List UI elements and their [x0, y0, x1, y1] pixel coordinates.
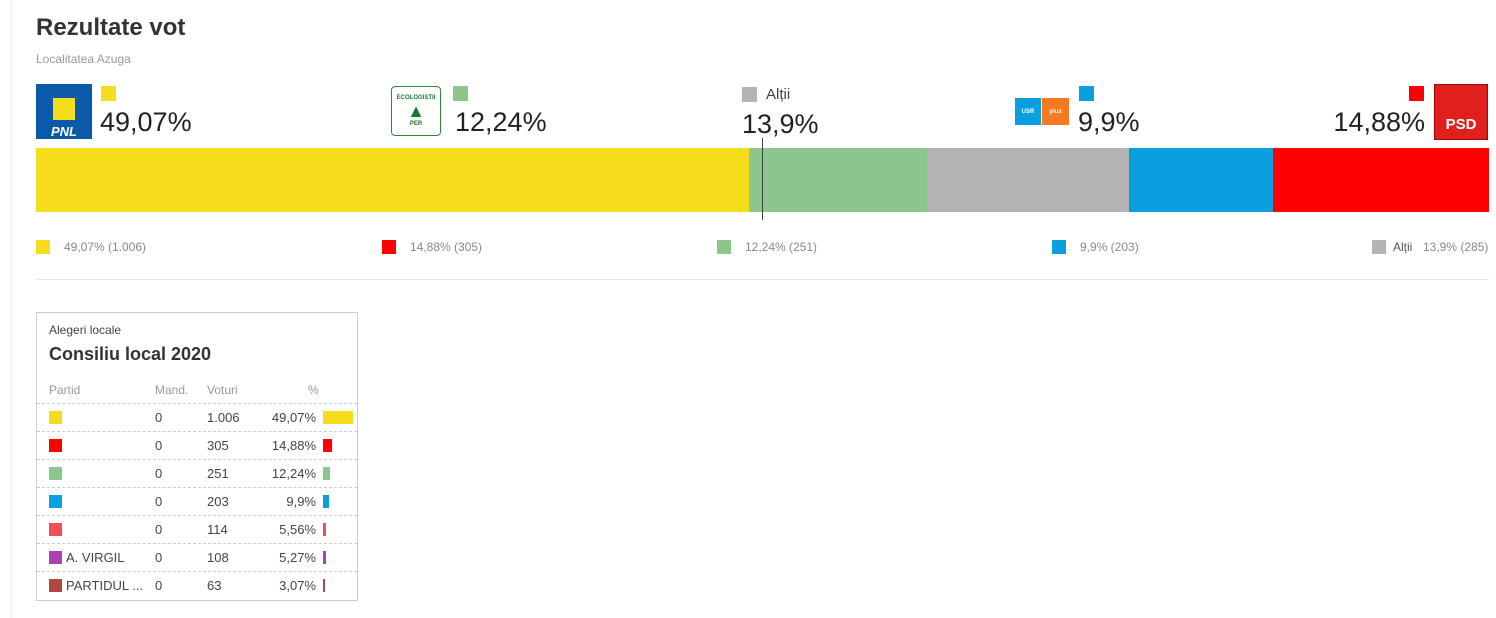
mandates: 0	[155, 466, 163, 481]
top-pct: 12,24%	[455, 107, 547, 137]
mandates: 0	[155, 438, 163, 453]
legend-name: Alții	[1393, 240, 1413, 254]
logo-emblem	[53, 98, 75, 120]
row-separator	[37, 459, 357, 460]
swatch	[742, 87, 757, 102]
swatch	[1079, 86, 1094, 101]
votes: 114	[207, 522, 228, 537]
legend-swatch	[1052, 240, 1066, 254]
bar-segment	[1272, 148, 1489, 212]
party-name: A. VIRGIL	[66, 550, 125, 565]
legend-swatch	[382, 240, 396, 254]
row-separator	[37, 487, 357, 488]
top-name: Alții	[766, 86, 791, 103]
legend-label: 49,07% (1.006)	[64, 240, 147, 254]
legend-swatch	[717, 240, 731, 254]
mandates: 0	[155, 410, 163, 425]
row-swatch	[49, 411, 62, 424]
percent-bar	[323, 551, 327, 564]
stacked-bar	[36, 148, 1489, 212]
logo-text: USR	[1021, 108, 1035, 115]
percent: 5,27%	[279, 550, 316, 565]
percent: 3,07%	[279, 578, 316, 593]
majority-line	[762, 138, 763, 220]
percent: 12,24%	[271, 466, 316, 481]
votes: 63	[207, 578, 222, 593]
logo-text: PER	[409, 121, 423, 127]
top-pct: 14,88%	[1333, 107, 1425, 137]
bar-segment	[36, 148, 749, 212]
party-name: PARTIDUL ...	[66, 578, 144, 593]
top-pct: 49,07%	[100, 107, 192, 137]
percent-bar	[323, 467, 331, 480]
votes: 203	[207, 494, 229, 509]
table-kicker: Alegeri locale	[49, 323, 122, 337]
psd-logo: PSD	[1434, 84, 1488, 140]
row-separator	[37, 431, 357, 432]
plus-logo: plus	[1042, 98, 1069, 125]
logo-text: plus	[1049, 108, 1062, 115]
logo-tree: ▲	[407, 101, 425, 121]
logo-text: ECOLOGISTII	[396, 95, 436, 101]
percent-bar	[323, 523, 327, 536]
percent-bar	[323, 495, 330, 508]
legend-label: 12,24% (251)	[745, 240, 818, 254]
bar-segment	[926, 148, 1129, 212]
left-rule	[11, 0, 12, 618]
row-swatch	[49, 495, 62, 508]
percent-bar	[323, 579, 325, 592]
bar-segment	[1128, 148, 1273, 212]
percent: 9,9%	[286, 494, 316, 509]
per-logo: ECOLOGISTII ▲ PER	[391, 86, 441, 136]
swatch	[1409, 86, 1424, 101]
percent: 14,88%	[271, 438, 316, 453]
row-swatch	[49, 551, 62, 564]
votes: 251	[207, 466, 229, 481]
row-swatch	[49, 579, 62, 592]
row-swatch	[49, 523, 62, 536]
row-swatch	[49, 439, 62, 452]
percent: 5,56%	[279, 522, 316, 537]
title: Rezultate vot	[36, 14, 186, 41]
percent: 49,07%	[271, 410, 316, 425]
bar-segment	[748, 148, 927, 212]
percent-bar	[323, 439, 333, 452]
mandates: 0	[155, 522, 163, 537]
mandates: 0	[155, 550, 163, 565]
row-separator	[37, 403, 357, 404]
row-separator	[37, 571, 357, 572]
legend-swatch	[36, 240, 50, 254]
votes: 1.006	[207, 410, 240, 425]
legend-label: 9,9% (203)	[1080, 240, 1139, 254]
row-separator	[37, 543, 357, 544]
usr-logo: USR	[1015, 98, 1041, 125]
divider	[36, 279, 1489, 280]
column-header: Partid	[49, 383, 81, 397]
logo-text: PNL	[51, 124, 77, 139]
percent-bar	[323, 411, 353, 424]
column-header: Voturi	[207, 383, 238, 397]
logo-text: PSD	[1445, 116, 1477, 133]
column-header: %	[308, 383, 319, 397]
swatch	[453, 86, 468, 101]
results-table	[36, 312, 358, 601]
top-pct: 13,9%	[742, 109, 819, 139]
row-swatch	[49, 467, 62, 480]
row-separator	[37, 515, 357, 516]
column-header: Mand.	[155, 383, 189, 397]
votes: 305	[207, 438, 229, 453]
legend-swatch	[1372, 240, 1386, 254]
table-title: Consiliu local 2020	[49, 344, 212, 364]
legend-label: 14,88% (305)	[410, 240, 483, 254]
mandates: 0	[155, 578, 163, 593]
pnl-logo: PNL	[36, 84, 92, 139]
subtitle: Localitatea Azuga	[36, 52, 131, 66]
swatch	[101, 86, 116, 101]
top-pct: 9,9%	[1078, 107, 1140, 137]
legend-label: 13,9% (285)	[1423, 240, 1489, 254]
mandates: 0	[155, 494, 163, 509]
votes: 108	[207, 550, 229, 565]
